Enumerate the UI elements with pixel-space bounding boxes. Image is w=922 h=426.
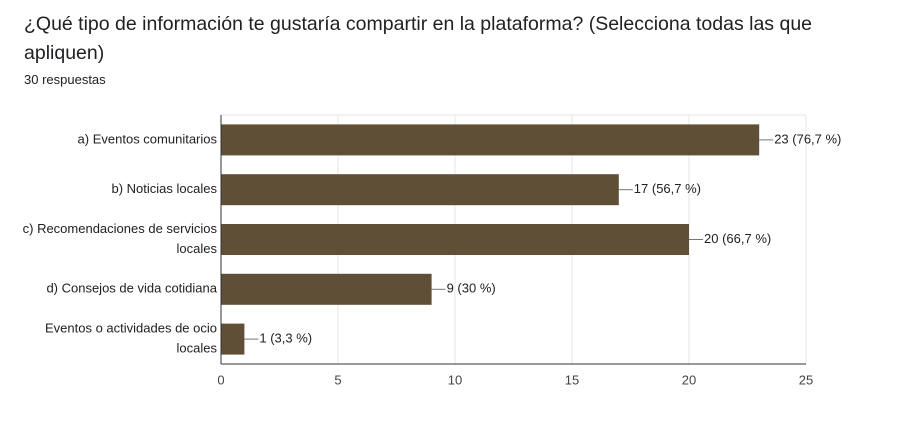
bar [221, 224, 689, 255]
data-label: 17 (56,7 %) [634, 181, 701, 196]
data-label: 20 (66,7 %) [704, 231, 771, 246]
category-label: a) Eventos comunitarios [78, 131, 218, 146]
bar [221, 124, 760, 156]
category-label: locales [177, 241, 218, 256]
question-title: ¿Qué tipo de información te gustaría com… [24, 13, 813, 64]
x-tick-label: 15 [565, 372, 579, 387]
x-tick-label: 10 [448, 372, 462, 387]
bar [221, 273, 432, 305]
category-label: c) Recomendaciones de servicios [23, 221, 218, 236]
bar [221, 174, 619, 206]
category-label: b) Noticias locales [112, 181, 218, 196]
x-tick-label: 25 [799, 372, 813, 387]
data-label: 1 (3,3 %) [259, 331, 312, 346]
x-tick-label: 0 [217, 372, 224, 387]
category-label: d) Consejos de vida cotidiana [46, 281, 217, 296]
category-label: locales [177, 341, 218, 356]
category-label: Eventos o actividades de ocio [45, 321, 217, 336]
x-tick-label: 20 [682, 372, 696, 387]
data-label: 23 (76,7 %) [774, 131, 841, 146]
response-count: 30 respuestas [24, 72, 106, 87]
data-label: 9 (30 %) [447, 281, 496, 296]
x-tick-label: 5 [334, 372, 341, 387]
bar [221, 323, 245, 355]
